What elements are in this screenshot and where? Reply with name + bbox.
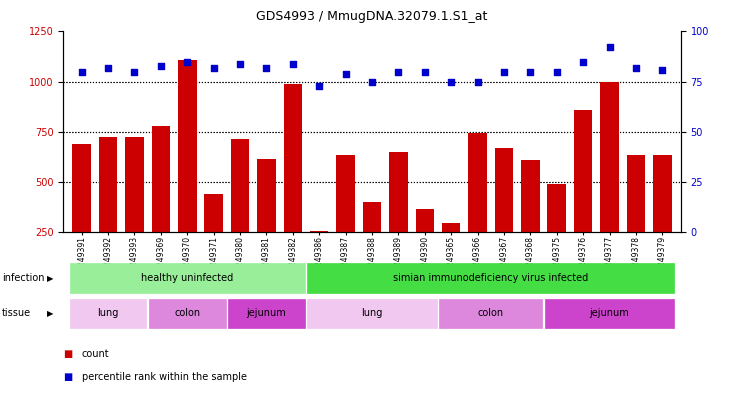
Text: ▶: ▶	[47, 309, 54, 318]
Point	[445, 79, 457, 85]
Bar	[283, 84, 302, 282]
Point	[498, 68, 510, 75]
Point	[182, 58, 193, 64]
Text: jejunum: jejunum	[246, 309, 286, 318]
Text: jejunum: jejunum	[590, 309, 629, 318]
Bar	[205, 194, 223, 282]
Text: simian immunodeficiency virus infected: simian immunodeficiency virus infected	[393, 273, 589, 283]
Point	[392, 68, 404, 75]
Bar	[626, 155, 645, 282]
Text: ■: ■	[63, 349, 72, 359]
Point	[129, 68, 141, 75]
Bar	[336, 155, 355, 282]
Text: count: count	[82, 349, 109, 359]
Point	[656, 66, 668, 73]
Bar	[72, 144, 91, 282]
Text: colon: colon	[174, 309, 200, 318]
Bar	[442, 223, 461, 282]
Point	[419, 68, 431, 75]
Text: percentile rank within the sample: percentile rank within the sample	[82, 372, 247, 382]
Point	[208, 64, 219, 71]
Bar	[178, 59, 196, 282]
Point	[260, 64, 272, 71]
Text: lung: lung	[362, 309, 382, 318]
Bar	[152, 126, 170, 282]
Point	[313, 83, 325, 89]
Point	[603, 44, 615, 51]
Text: tissue: tissue	[2, 309, 31, 318]
Point	[155, 62, 167, 69]
Bar	[310, 231, 328, 282]
Bar	[99, 137, 118, 282]
Bar	[521, 160, 539, 282]
Text: ■: ■	[63, 372, 72, 382]
Point	[551, 68, 562, 75]
Bar	[257, 159, 276, 282]
Bar	[653, 155, 672, 282]
Point	[366, 79, 378, 85]
Text: healthy uninfected: healthy uninfected	[141, 273, 234, 283]
Text: colon: colon	[478, 309, 504, 318]
Bar	[468, 133, 487, 282]
Bar	[416, 209, 434, 282]
Bar	[389, 152, 408, 282]
Bar	[600, 82, 619, 282]
Text: GDS4993 / MmugDNA.32079.1.S1_at: GDS4993 / MmugDNA.32079.1.S1_at	[257, 10, 487, 23]
Bar	[125, 137, 144, 282]
Text: lung: lung	[97, 309, 119, 318]
Bar	[231, 139, 249, 282]
Bar	[363, 202, 381, 282]
Point	[525, 68, 536, 75]
Point	[577, 58, 589, 64]
Point	[472, 79, 484, 85]
Point	[234, 61, 246, 67]
Bar	[574, 110, 592, 282]
Text: ▶: ▶	[47, 274, 54, 283]
Text: infection: infection	[2, 273, 45, 283]
Bar	[548, 184, 566, 282]
Point	[340, 70, 352, 77]
Bar	[495, 148, 513, 282]
Point	[630, 64, 642, 71]
Point	[76, 68, 88, 75]
Point	[287, 61, 299, 67]
Point	[102, 64, 114, 71]
